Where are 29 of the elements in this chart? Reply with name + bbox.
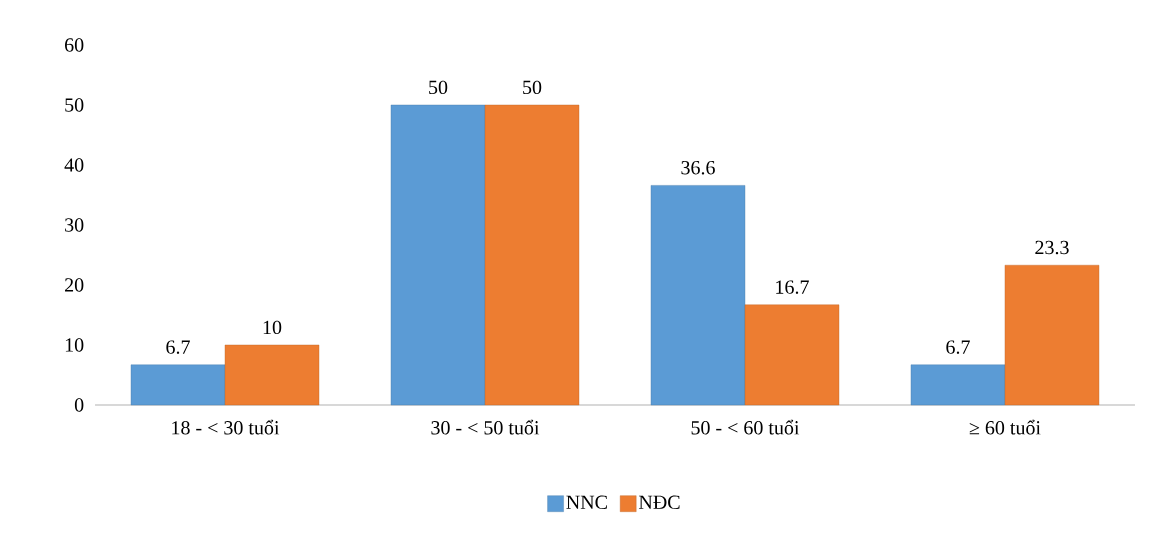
y-tick-label: 0: [74, 398, 84, 412]
data-label: 6.7: [946, 340, 970, 354]
bar: [910, 364, 1006, 406]
y-tick-label: 20: [65, 278, 84, 292]
data-label: 10: [263, 320, 282, 335]
data-label: 23.3: [1035, 240, 1069, 255]
y-tick-label: 10: [65, 338, 84, 352]
x-tick-label: 18 - < 30 tuổi: [172, 419, 280, 435]
bar: [390, 104, 486, 406]
bar: [650, 185, 746, 406]
x-tick-label: 50 - < 60 tuổi: [691, 419, 800, 435]
bar: [1004, 264, 1100, 406]
legend-label: NĐC: [638, 495, 680, 510]
x-tick-label: ≥ 60 tuổi: [969, 419, 1041, 435]
bar: [744, 304, 840, 406]
y-tick-label: 60: [65, 38, 84, 52]
data-label: 16.7: [776, 280, 809, 294]
y-tick-label: 30: [65, 218, 84, 232]
data-label: 6.7: [166, 340, 190, 354]
data-label: 50: [523, 80, 542, 95]
data-label: 36.6: [681, 161, 715, 175]
bar: [484, 104, 580, 406]
y-tick-label: 50: [65, 98, 84, 112]
data-label: 50: [429, 80, 448, 95]
y-tick-label: 40: [64, 158, 84, 172]
legend-label: NNC: [566, 495, 607, 510]
bar: [130, 364, 226, 406]
bar: [224, 344, 320, 406]
x-tick-label: 30 - < 50 tuổi: [431, 419, 540, 435]
